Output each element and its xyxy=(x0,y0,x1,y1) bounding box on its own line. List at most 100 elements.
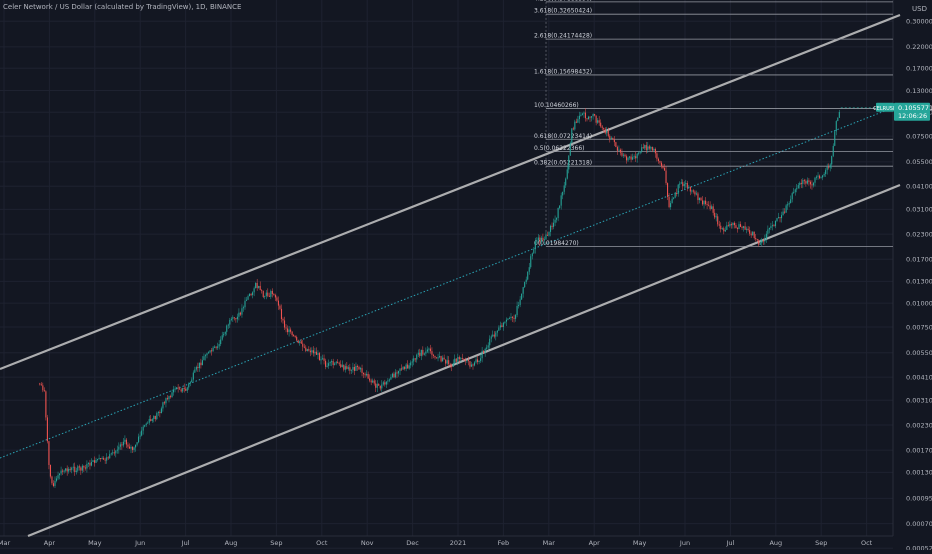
candle-body xyxy=(84,467,86,469)
y-tick-label: 0.0031000 xyxy=(906,397,932,405)
candle-body xyxy=(90,461,93,466)
candle-body xyxy=(472,364,474,366)
candle-body xyxy=(168,396,170,400)
candle-body xyxy=(829,164,831,168)
candle-body xyxy=(739,224,742,227)
candle-body xyxy=(726,225,728,230)
candle-body xyxy=(682,182,684,187)
y-tick-label: 0.0041000 xyxy=(906,373,932,381)
candle-body xyxy=(835,121,837,132)
candle-body xyxy=(831,156,833,165)
candle-body xyxy=(477,359,479,363)
candle-body xyxy=(705,200,707,205)
candle-body xyxy=(349,367,351,371)
candle-body xyxy=(156,413,158,420)
candle-body xyxy=(597,120,599,123)
candle-body xyxy=(765,233,767,239)
fib-level-label: 1.618(0.15698432) xyxy=(534,68,592,75)
candle-body xyxy=(361,368,363,373)
candle-body xyxy=(685,183,687,185)
candle-body xyxy=(680,182,682,184)
x-tick-label: Aug xyxy=(225,539,238,547)
candle-body xyxy=(516,305,518,316)
candle-body xyxy=(721,228,723,230)
candle-body xyxy=(413,358,415,362)
candle-body xyxy=(384,382,386,385)
candle-body xyxy=(200,362,202,366)
candle-body xyxy=(283,320,286,328)
candle-body xyxy=(598,120,600,123)
candle-body xyxy=(679,183,681,185)
candle-body xyxy=(445,359,447,364)
x-tick-label: Apr xyxy=(44,539,56,547)
candle-body xyxy=(220,339,222,345)
candle-body xyxy=(356,365,359,367)
candle-body xyxy=(686,183,688,188)
candle-body xyxy=(78,466,80,468)
candle-body xyxy=(391,373,393,378)
candle-body xyxy=(743,226,745,228)
candle-body xyxy=(402,367,404,370)
candle-body xyxy=(218,344,220,347)
candle-body xyxy=(736,228,739,230)
candle-body xyxy=(762,239,764,242)
candle-body xyxy=(531,253,533,257)
candle-body xyxy=(584,112,587,119)
y-tick-label: 0.0055000 xyxy=(906,349,932,357)
candle-body xyxy=(638,152,640,154)
candle-body xyxy=(663,167,666,171)
candle-body xyxy=(373,380,375,384)
candle-body xyxy=(71,467,73,470)
candle-body xyxy=(89,462,91,466)
candle-body xyxy=(116,449,118,451)
candle-body xyxy=(83,465,85,468)
candle-body xyxy=(767,229,769,234)
candle-body xyxy=(486,347,488,349)
candle-body xyxy=(207,352,210,354)
channel-upper-line xyxy=(0,13,901,371)
y-tick-label: 0.2200000 xyxy=(906,43,932,51)
candle-body xyxy=(121,444,123,446)
candle-body xyxy=(397,371,400,374)
candle-body xyxy=(95,460,97,463)
candle-body xyxy=(495,332,497,337)
candle-body xyxy=(350,369,352,371)
candle-body xyxy=(131,446,134,450)
candle-body xyxy=(613,139,615,143)
candle-body xyxy=(632,157,634,160)
candle-body xyxy=(435,357,438,359)
candle-body xyxy=(461,358,463,360)
candle-body xyxy=(639,151,641,153)
candle-body xyxy=(543,239,545,241)
candle-body xyxy=(569,143,571,156)
x-tick-label: Mar xyxy=(543,539,556,547)
candle-body xyxy=(483,350,485,353)
candle-body xyxy=(125,439,127,445)
candle-body xyxy=(819,175,821,179)
candle-body xyxy=(727,225,729,227)
candle-body xyxy=(578,115,580,120)
last-price-badge xyxy=(894,102,930,121)
candle-body xyxy=(198,362,200,369)
candle-body xyxy=(559,205,561,209)
last-price-value: 0.1055771 xyxy=(898,104,932,112)
candle-body xyxy=(367,373,369,379)
candle-body xyxy=(387,380,389,382)
candle-body xyxy=(809,181,811,185)
candle-body xyxy=(549,225,552,232)
candle-body xyxy=(343,364,345,370)
candle-body xyxy=(502,322,504,328)
candle-body xyxy=(732,222,734,226)
candle-body xyxy=(229,319,231,325)
y-tick-label: 0.0009500 xyxy=(906,495,932,503)
candle-body xyxy=(426,349,428,352)
candle-body xyxy=(314,351,316,354)
candle-body xyxy=(542,237,544,241)
candle-body xyxy=(390,377,392,380)
candle-body xyxy=(204,355,207,357)
candle-body xyxy=(253,288,255,293)
candle-body xyxy=(524,282,526,288)
candle-body xyxy=(262,290,264,297)
